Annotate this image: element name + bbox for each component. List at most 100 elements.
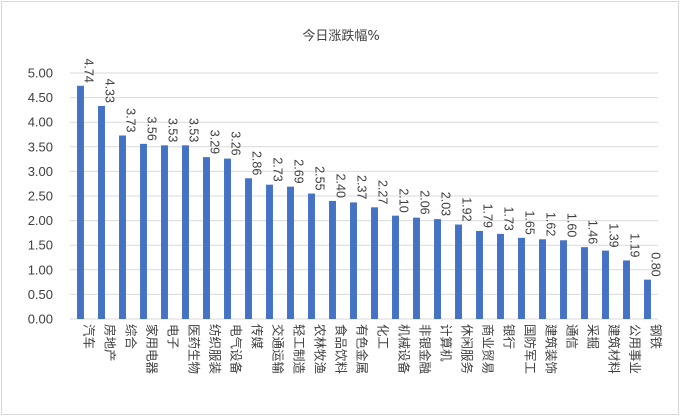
category-label: 银行 — [502, 324, 517, 349]
category-label: 轻工制造 — [292, 324, 307, 375]
data-label: 2.37 — [355, 175, 369, 199]
category-label: 计算机 — [439, 324, 454, 362]
bar — [203, 157, 210, 319]
data-label: 2.86 — [250, 151, 264, 175]
bar — [119, 135, 126, 319]
bar — [266, 184, 273, 319]
data-label: 1.92 — [460, 197, 474, 221]
y-tick-label: 1.50 — [28, 238, 53, 253]
bar — [581, 247, 588, 319]
data-label: 3.53 — [166, 118, 180, 142]
data-label: 3.26 — [229, 131, 243, 155]
bar — [560, 240, 567, 319]
category-label: 采掘 — [586, 324, 601, 349]
bar — [602, 250, 609, 319]
chart-title: 今日涨跌幅% — [302, 28, 379, 44]
bar — [77, 85, 84, 320]
bar — [623, 260, 630, 319]
data-label: 2.40 — [334, 174, 348, 198]
bar — [413, 217, 420, 319]
category-label: 国防军工 — [523, 324, 538, 374]
data-label: 1.65 — [523, 210, 537, 234]
x-axis-categories: 汽车 房地产 综合 家用电器 电子 医药生物 纺织服装 电气设备 传媒 交通运输 轻工制造 农林牧渔食… — [82, 324, 664, 375]
y-tick-label: 5.00 — [28, 66, 53, 81]
bar — [161, 145, 168, 319]
data-label: 1.46 — [586, 220, 600, 244]
data-label: 2.27 — [376, 180, 390, 204]
data-label: 3.29 — [208, 130, 222, 154]
data-labels: 4.74 4.33 3.73 3.56 3.53 3.53 3.29 3.26 2.86 2.73… — [82, 58, 663, 276]
data-label: 2.03 — [439, 192, 453, 216]
data-label: 1.79 — [481, 204, 495, 228]
y-tick-label: 0.50 — [28, 287, 53, 302]
data-label: 1.60 — [565, 213, 579, 237]
bar — [182, 145, 189, 319]
category-label: 建筑材料 — [607, 324, 622, 375]
category-label: 食品饮料 — [334, 324, 349, 375]
bar — [350, 202, 357, 319]
bar — [497, 233, 504, 319]
bar — [308, 193, 315, 319]
data-label: 2.73 — [271, 157, 285, 181]
data-label: 1.19 — [628, 233, 642, 257]
category-label: 农林牧渔 — [313, 324, 328, 374]
y-tick-label: 4.00 — [28, 115, 53, 130]
data-label: 2.55 — [313, 166, 327, 190]
bar — [371, 207, 378, 319]
bar — [245, 178, 252, 319]
bar — [518, 237, 525, 319]
category-label: 交通运输 — [271, 324, 286, 375]
data-label: 2.06 — [418, 190, 432, 214]
bar — [644, 279, 651, 319]
data-label: 0.80 — [649, 252, 663, 276]
category-label: 公用事业 — [628, 324, 643, 374]
bar — [455, 224, 462, 319]
category-label: 传媒 — [250, 324, 265, 350]
bar — [392, 215, 399, 319]
category-label: 纺织服装 — [208, 324, 223, 374]
category-label: 综合 — [124, 324, 139, 350]
category-label: 电气设备 — [229, 324, 244, 375]
category-label: 通信 — [565, 324, 580, 349]
data-label: 2.10 — [397, 188, 411, 212]
category-label: 非银金融 — [418, 324, 433, 375]
data-label: 3.53 — [187, 118, 201, 142]
y-tick-label: 2.50 — [28, 189, 53, 204]
gridlines — [70, 72, 658, 320]
category-label: 机械设备 — [397, 324, 412, 375]
y-tick-label: 3.00 — [28, 164, 53, 179]
y-tick-label: 4.50 — [28, 90, 53, 105]
y-axis-ticks: 0.00 0.50 1.00 1.50 2.00 2.50 3.00 3.50 4.00 4.50… — [28, 66, 53, 327]
bar — [329, 200, 336, 319]
category-label: 休闲服务 — [460, 324, 475, 374]
data-label: 1.39 — [607, 223, 621, 247]
y-tick-label: 2.00 — [28, 213, 53, 228]
data-label: 1.62 — [544, 212, 558, 236]
category-label: 建筑装饰 — [544, 324, 559, 374]
bars — [77, 85, 651, 320]
data-label: 3.73 — [124, 108, 138, 132]
bar — [98, 105, 105, 320]
bar — [476, 230, 483, 319]
data-label: 2.69 — [292, 159, 306, 183]
category-label: 房地产 — [103, 324, 118, 362]
data-label: 3.56 — [145, 117, 159, 141]
category-label: 电子 — [166, 324, 181, 349]
bar — [140, 143, 147, 319]
y-tick-label: 0.00 — [28, 312, 53, 327]
bar — [434, 219, 441, 319]
y-tick-label: 3.50 — [28, 139, 53, 154]
data-label: 1.73 — [502, 207, 516, 231]
category-label: 医药生物 — [187, 324, 202, 374]
bar — [224, 158, 231, 319]
category-label: 钢铁 — [649, 324, 664, 350]
bar — [287, 186, 294, 319]
category-label: 商业贸易 — [481, 324, 496, 374]
category-label: 家用电器 — [145, 324, 160, 375]
category-label: 有色金属 — [355, 324, 370, 374]
y-tick-label: 1.00 — [28, 262, 53, 277]
category-label: 汽车 — [82, 324, 97, 349]
data-label: 4.33 — [103, 79, 117, 103]
